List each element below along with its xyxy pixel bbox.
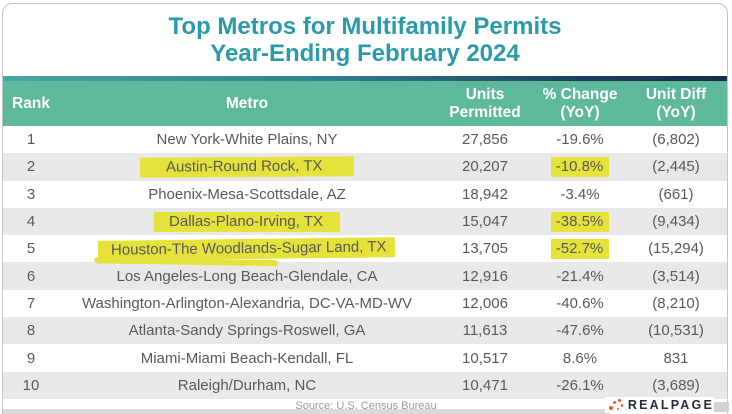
diff-cell: (2,445) xyxy=(652,158,700,176)
pct-cell: -38.5% xyxy=(535,211,625,232)
column-header-pct: % Change (YoY) xyxy=(542,85,618,121)
units-cell: 10,471 xyxy=(462,376,508,394)
table-row: 2 Austin-Round Rock, TX 20,207 -10.8% (2… xyxy=(3,153,727,181)
metro-cell: Dallas-Plano-Irving, TX xyxy=(59,211,435,232)
gradient-divider xyxy=(3,76,727,81)
realpage-dots-icon xyxy=(608,398,624,412)
units-cell: 15,047 xyxy=(462,213,508,231)
table-row: 9 Miami-Miami Beach-Kendall, FL 10,517 8… xyxy=(3,344,727,371)
rank-cell: 8 xyxy=(26,322,36,340)
bottom-divider xyxy=(3,409,610,414)
rank-cell: 9 xyxy=(26,349,36,367)
metro-cell: Houston-The Woodlands-Sugar Land, TX xyxy=(59,237,435,261)
table-row: 5 Houston-The Woodlands-Sugar Land, TX 1… xyxy=(3,235,727,262)
highlight-marker: Dallas-Plano-Irving, TX xyxy=(154,211,340,232)
column-header-units: Units Permitted xyxy=(449,85,521,121)
units-cell: 27,856 xyxy=(462,131,508,149)
diff-cell: (15,294) xyxy=(648,240,704,258)
diff-cell: (10,531) xyxy=(648,322,704,340)
diff-cell: (9,434) xyxy=(652,213,700,231)
units-cell: 10,517 xyxy=(462,349,508,367)
realpage-logo-text: REALPAGE xyxy=(627,398,714,412)
highlight-marker: -38.5% xyxy=(550,211,610,232)
table-row: 7 Washington-Arlington-Alexandria, DC-VA… xyxy=(3,290,727,317)
units-cell: 12,916 xyxy=(462,267,508,285)
table-row: 6 Los Angeles-Long Beach-Glendale, CA 12… xyxy=(3,262,727,290)
highlight-marker: -10.8% xyxy=(550,156,610,177)
metro-cell: Atlanta-Sandy Springs-Roswell, GA xyxy=(128,322,366,340)
table-row: 4 Dallas-Plano-Irving, TX 15,047 -38.5% … xyxy=(3,207,727,236)
rank-cell: 7 xyxy=(26,294,36,312)
table-row: 8 Atlanta-Sandy Springs-Roswell, GA 11,6… xyxy=(3,317,727,345)
column-header-diff: Unit Diff (YoY) xyxy=(645,85,707,121)
table-row: 3 Phoenix-Mesa-Scottsdale, AZ 18,942 -3.… xyxy=(3,181,727,208)
units-cell: 13,705 xyxy=(462,240,508,258)
metro-cell: Raleigh/Durham, NC xyxy=(177,376,317,394)
title-line-2: Year-Ending February 2024 xyxy=(210,40,520,67)
diff-cell: (3,514) xyxy=(652,267,700,285)
realpage-logo: REALPAGE xyxy=(604,397,714,413)
units-cell: 12,006 xyxy=(462,294,508,312)
pct-cell: -19.6% xyxy=(556,131,604,149)
highlight-marker: Austin-Round Rock, TX xyxy=(139,156,355,178)
rank-cell: 2 xyxy=(26,158,36,176)
metro-cell: Miami-Miami Beach-Kendall, FL xyxy=(140,349,354,367)
rank-cell: 3 xyxy=(26,185,36,203)
title-line-1: Top Metros for Multifamily Permits xyxy=(168,13,562,40)
units-cell: 20,207 xyxy=(462,158,508,176)
units-cell: 18,942 xyxy=(462,185,508,203)
diff-cell: 831 xyxy=(663,349,689,367)
rank-cell: 4 xyxy=(26,213,36,231)
pct-cell: -26.1% xyxy=(556,376,604,394)
rank-cell: 5 xyxy=(26,240,36,258)
metro-cell: Austin-Round Rock, TX xyxy=(59,156,435,178)
table-row: 10 Raleigh/Durham, NC 10,471 -26.1% (3,6… xyxy=(3,371,727,399)
table-header-row: Rank Metro Units Permitted % Change (YoY… xyxy=(3,81,727,126)
highlight-marker: Houston-The Woodlands-Sugar Land, TX xyxy=(98,237,396,261)
pct-cell: -47.6% xyxy=(556,322,604,340)
pct-cell: -40.6% xyxy=(556,294,604,312)
rank-cell: 6 xyxy=(26,267,36,285)
metro-cell: Phoenix-Mesa-Scottsdale, AZ xyxy=(148,185,346,203)
rank-cell: 1 xyxy=(26,131,36,149)
table-row: 1 New York-White Plains, NY 27,856 -19.6… xyxy=(3,126,727,153)
pct-cell: -10.8% xyxy=(535,156,625,177)
metro-cell: New York-White Plains, NY xyxy=(156,131,338,149)
diff-cell: (6,802) xyxy=(652,131,700,149)
table-body: 1 New York-White Plains, NY 27,856 -19.6… xyxy=(3,126,727,399)
bottom-divider-right xyxy=(709,402,729,412)
pct-cell: 8.6% xyxy=(562,349,598,367)
units-cell: 11,613 xyxy=(462,322,508,340)
pct-cell: -3.4% xyxy=(560,185,600,203)
pct-cell: -52.7% xyxy=(535,238,625,259)
column-header-rank: Rank xyxy=(12,94,50,112)
metro-cell: Los Angeles-Long Beach-Glendale, CA xyxy=(116,267,378,285)
highlight-marker: -52.7% xyxy=(550,238,610,259)
metro-cell: Washington-Arlington-Alexandria, DC-VA-M… xyxy=(81,294,413,312)
table-card: Top Metros for Multifamily Permits Year-… xyxy=(2,3,728,414)
diff-cell: (661) xyxy=(658,185,694,203)
page-title: Top Metros for Multifamily Permits Year-… xyxy=(3,4,727,76)
pct-cell: -21.4% xyxy=(556,267,604,285)
column-header-metro: Metro xyxy=(225,94,269,112)
diff-cell: (8,210) xyxy=(652,294,700,312)
diff-cell: (3,689) xyxy=(652,376,700,394)
rank-cell: 10 xyxy=(22,376,40,394)
